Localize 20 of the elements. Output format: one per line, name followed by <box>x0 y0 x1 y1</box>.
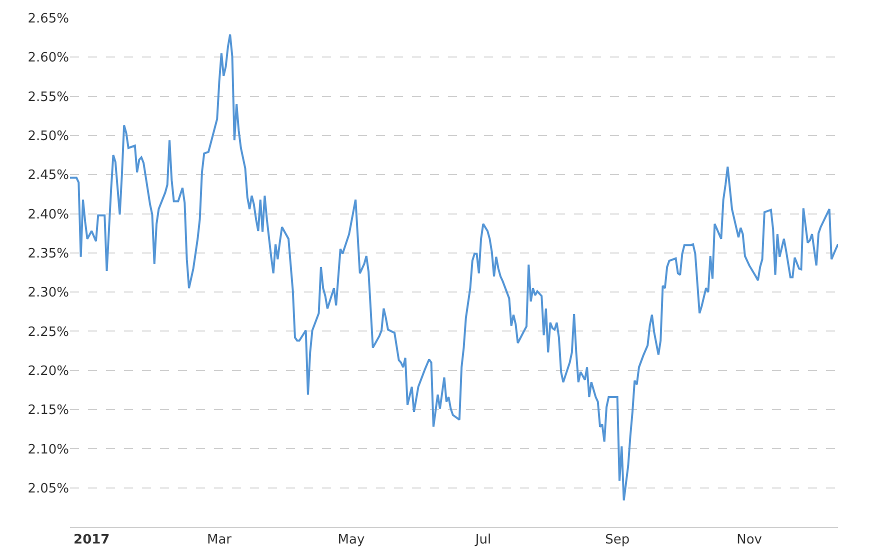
y-tick-label: 2.55% <box>28 90 69 105</box>
y-tick-label: 2.40% <box>28 207 69 222</box>
y-tick-label: 2.25% <box>28 324 69 340</box>
y-tick-label: 2.45% <box>28 168 69 184</box>
x-tick-label: 2017 <box>74 532 110 548</box>
y-tick-label: 2.30% <box>28 286 69 301</box>
x-tick-label: Sep <box>605 532 630 548</box>
y-tick-label: 2.65% <box>28 12 69 27</box>
x-tick-label: Nov <box>736 532 762 548</box>
y-tick-label: 2.50% <box>28 129 69 144</box>
y-tick-label: 2.20% <box>28 364 69 379</box>
y-tick-label: 2.10% <box>28 442 69 458</box>
x-tick-label: Jul <box>474 532 492 548</box>
y-tick-label: 2.60% <box>28 50 69 66</box>
y-tick-label: 2.35% <box>28 246 69 262</box>
y-tick-label: 2.05% <box>28 481 69 496</box>
x-tick-label: May <box>338 532 365 548</box>
x-tick-label: Mar <box>207 532 232 548</box>
line-series <box>70 33 838 502</box>
y-tick-label: 2.15% <box>28 403 69 418</box>
